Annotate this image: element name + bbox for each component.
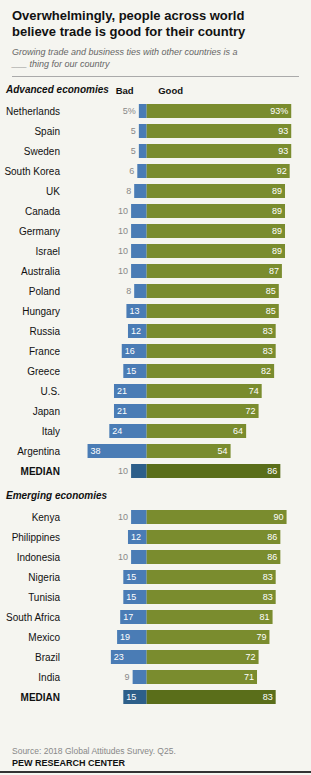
html-text:PEW RESEARCH CENTER: PEW RESEARCH CENTER xyxy=(12,758,125,768)
svg-text:21: 21 xyxy=(117,386,127,396)
svg-text:86: 86 xyxy=(267,552,277,562)
svg-text:10: 10 xyxy=(118,266,128,276)
svg-text:10: 10 xyxy=(118,206,128,216)
svg-text:6: 6 xyxy=(129,166,134,176)
svg-text:Mexico: Mexico xyxy=(28,632,60,643)
svg-text:5: 5 xyxy=(131,146,136,156)
svg-text:15: 15 xyxy=(126,592,136,602)
html-text:Advanced economies: Advanced economies xyxy=(6,84,109,95)
svg-text:9: 9 xyxy=(125,672,130,682)
svg-text:86: 86 xyxy=(267,532,277,542)
svg-text:MEDIAN: MEDIAN xyxy=(21,466,60,477)
html-text:Good: Good xyxy=(158,85,183,96)
svg-text:India: India xyxy=(38,672,60,683)
svg-text:10: 10 xyxy=(118,466,128,476)
svg-text:83: 83 xyxy=(263,326,273,336)
svg-text:Australia: Australia xyxy=(21,266,60,277)
svg-text:Philippines: Philippines xyxy=(12,532,60,543)
svg-text:86: 86 xyxy=(267,466,277,476)
svg-text:72: 72 xyxy=(246,406,256,416)
svg-text:Hungary: Hungary xyxy=(22,306,60,317)
svg-text:UK: UK xyxy=(46,186,60,197)
svg-text:8: 8 xyxy=(126,286,131,296)
svg-text:10: 10 xyxy=(118,226,128,236)
svg-text:10: 10 xyxy=(118,246,128,256)
html-text:Growing trade and business tie: Growing trade and business ties with oth… xyxy=(12,47,238,69)
svg-text:83: 83 xyxy=(263,692,273,702)
svg-text:13: 13 xyxy=(129,306,139,316)
svg-text:82: 82 xyxy=(261,366,271,376)
svg-text:5: 5 xyxy=(131,126,136,136)
svg-text:71: 71 xyxy=(244,672,254,682)
svg-text:Kenya: Kenya xyxy=(32,512,61,523)
svg-text:24: 24 xyxy=(112,426,122,436)
svg-text:89: 89 xyxy=(272,246,282,256)
svg-text:54: 54 xyxy=(218,446,228,456)
svg-text:17: 17 xyxy=(123,612,133,622)
svg-text:93: 93 xyxy=(278,126,288,136)
svg-text:Sweden: Sweden xyxy=(24,146,60,157)
svg-text:12: 12 xyxy=(131,532,141,542)
svg-text:Spain: Spain xyxy=(34,126,60,137)
svg-text:81: 81 xyxy=(260,612,270,622)
html-text:Source: 2018 Global Attitudes: Source: 2018 Global Attitudes Survey. Q2… xyxy=(12,746,176,756)
svg-text:21: 21 xyxy=(117,406,127,416)
svg-text:85: 85 xyxy=(266,306,276,316)
svg-text:Poland: Poland xyxy=(29,286,60,297)
svg-text:89: 89 xyxy=(272,206,282,216)
svg-text:Japan: Japan xyxy=(33,406,60,417)
svg-text:92: 92 xyxy=(277,166,287,176)
svg-text:8: 8 xyxy=(126,186,131,196)
svg-text:Russia: Russia xyxy=(29,326,60,337)
html-text:Bad: Bad xyxy=(115,85,134,96)
svg-text:93: 93 xyxy=(278,146,288,156)
svg-text:South Africa: South Africa xyxy=(8,612,60,623)
svg-text:15: 15 xyxy=(126,692,136,702)
svg-text:72: 72 xyxy=(246,652,256,662)
svg-text:93%: 93% xyxy=(270,106,288,116)
svg-text:Brazil: Brazil xyxy=(35,652,60,663)
svg-text:83: 83 xyxy=(263,572,273,582)
svg-text:U.S.: U.S. xyxy=(41,386,60,397)
svg-text:15: 15 xyxy=(126,366,136,376)
svg-text:Indonesia: Indonesia xyxy=(17,552,61,563)
svg-text:38: 38 xyxy=(91,446,101,456)
svg-text:23: 23 xyxy=(114,652,124,662)
svg-text:79: 79 xyxy=(256,632,266,642)
svg-text:10: 10 xyxy=(118,512,128,522)
svg-text:10: 10 xyxy=(118,552,128,562)
svg-text:5%: 5% xyxy=(123,106,136,116)
svg-text:Canada: Canada xyxy=(25,206,60,217)
svg-text:15: 15 xyxy=(126,572,136,582)
svg-text:Nigeria: Nigeria xyxy=(28,572,60,583)
svg-text:85: 85 xyxy=(266,286,276,296)
html-text:Emerging economies: Emerging economies xyxy=(6,490,108,501)
svg-text:89: 89 xyxy=(272,226,282,236)
svg-text:83: 83 xyxy=(263,346,273,356)
svg-text:12: 12 xyxy=(131,326,141,336)
svg-text:74: 74 xyxy=(249,386,259,396)
html-text:Overwhelmingly, people across: Overwhelmingly, people across world beli… xyxy=(12,8,246,39)
svg-text:83: 83 xyxy=(263,592,273,602)
svg-text:16: 16 xyxy=(125,346,135,356)
svg-text:Italy: Italy xyxy=(42,426,60,437)
svg-text:19: 19 xyxy=(120,632,130,642)
svg-text:Germany: Germany xyxy=(19,226,60,237)
svg-text:South Korea: South Korea xyxy=(8,166,60,177)
svg-text:Greece: Greece xyxy=(27,366,60,377)
svg-text:MEDIAN: MEDIAN xyxy=(21,692,60,703)
svg-text:87: 87 xyxy=(269,266,279,276)
svg-text:Netherlands: Netherlands xyxy=(8,106,60,117)
svg-text:64: 64 xyxy=(233,426,243,436)
svg-text:90: 90 xyxy=(274,512,284,522)
svg-text:89: 89 xyxy=(272,186,282,196)
svg-text:Tunisia: Tunisia xyxy=(28,592,60,603)
svg-text:Israel: Israel xyxy=(36,246,60,257)
svg-text:Argentina: Argentina xyxy=(17,446,60,457)
svg-text:France: France xyxy=(29,346,61,357)
